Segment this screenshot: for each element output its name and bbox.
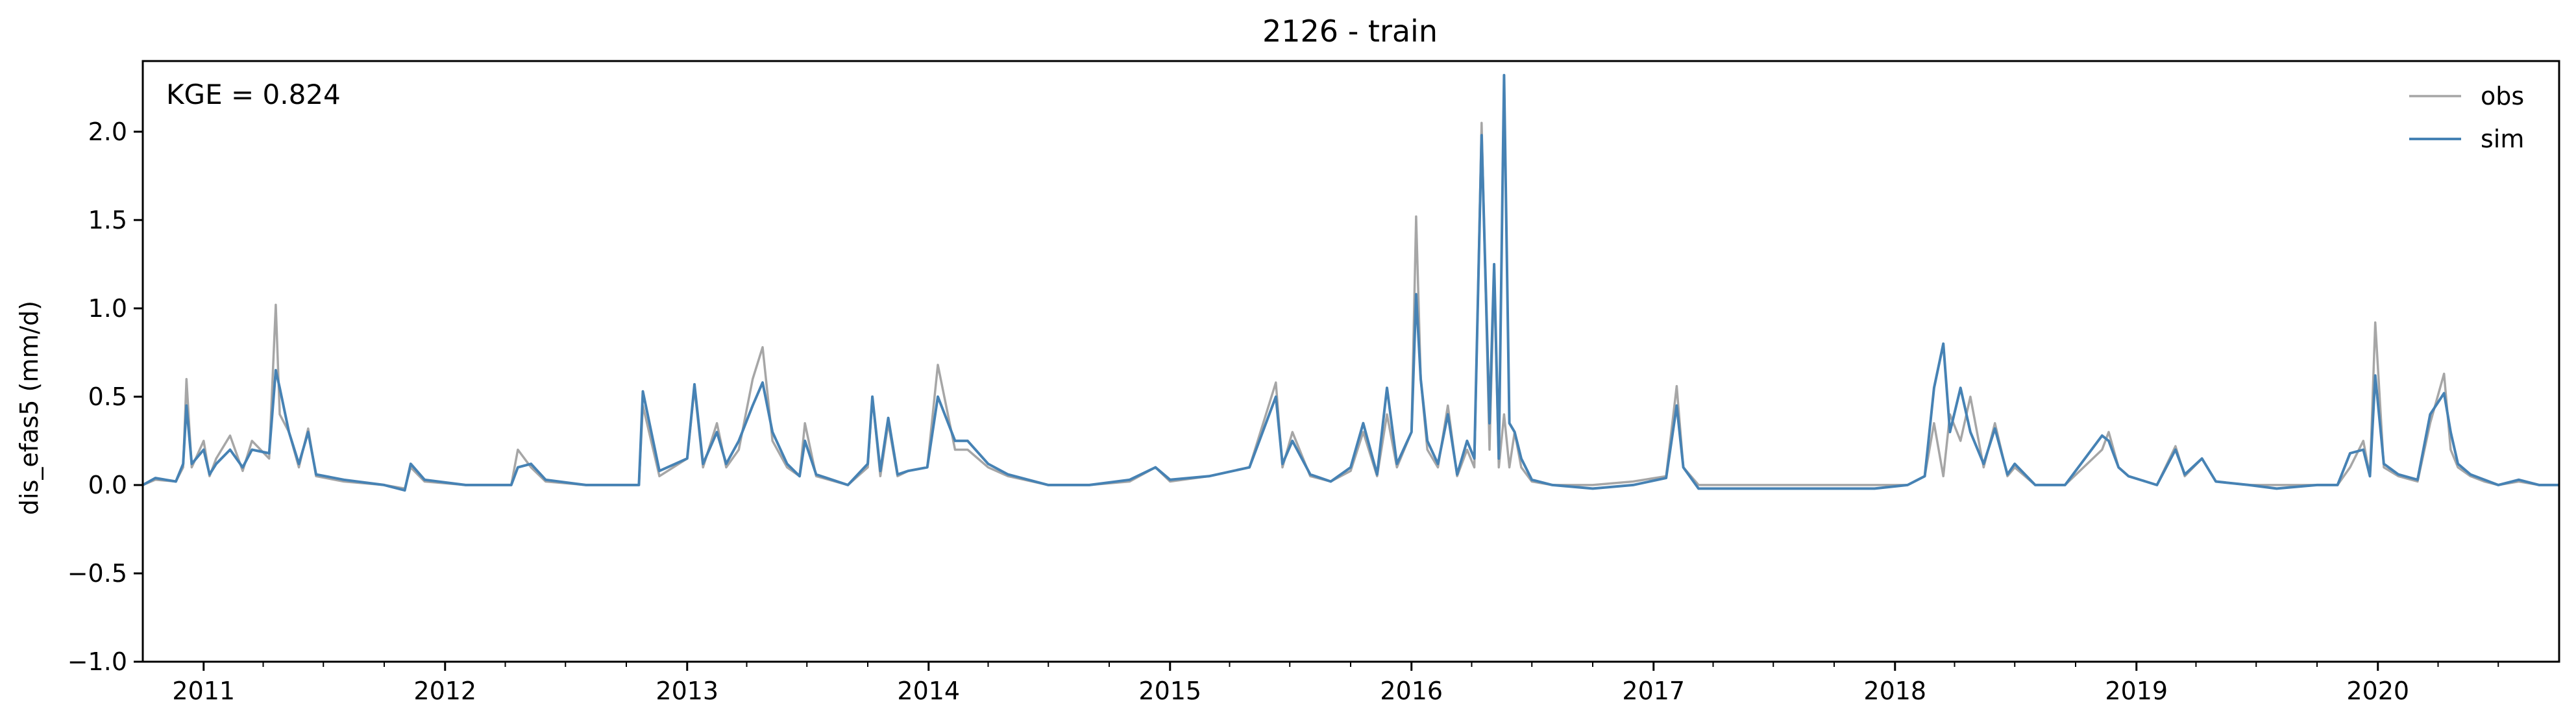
series-layer (143, 73, 2559, 492)
y-tick-label: 0.5 (88, 382, 127, 411)
x-axis: 2011 2012 2013 2014 2015 2016 2017 2018 2019 2020 (172, 662, 2499, 705)
x-tick-label: 2016 (1380, 677, 1443, 705)
y-tick-label: −0.5 (67, 559, 127, 588)
x-tick-label: 2013 (656, 677, 718, 705)
x-tick-label: 2018 (1863, 677, 1926, 705)
y-tick-label: 0.0 (88, 471, 127, 499)
y-tick-label: 1.5 (88, 206, 127, 234)
chart-title: 2126 - train (1262, 14, 1438, 49)
legend-label-obs: obs (2481, 82, 2524, 110)
y-tick-label: 1.0 (88, 294, 127, 323)
x-tick-label: 2019 (2105, 677, 2168, 705)
y-tick-label: −1.0 (67, 647, 127, 676)
y-axis: −1.0 −0.5 0.0 0.5 1.0 1.5 2.0 (67, 118, 143, 676)
x-tick-label: 2011 (172, 677, 235, 705)
y-tick-label: 2.0 (88, 118, 127, 146)
x-tick-label: 2014 (897, 677, 960, 705)
x-tick-label: 2020 (2346, 677, 2409, 705)
series-line-sim (143, 73, 2559, 492)
x-tick-label: 2017 (1622, 677, 1685, 705)
legend: obs sim (2409, 82, 2524, 153)
kge-annotation: KGE = 0.824 (166, 79, 341, 110)
legend-label-sim: sim (2481, 125, 2524, 153)
x-tick-label: 2015 (1138, 677, 1201, 705)
y-axis-label: dis_efas5 (mm/d) (15, 301, 43, 515)
x-tick-label: 2012 (413, 677, 476, 705)
